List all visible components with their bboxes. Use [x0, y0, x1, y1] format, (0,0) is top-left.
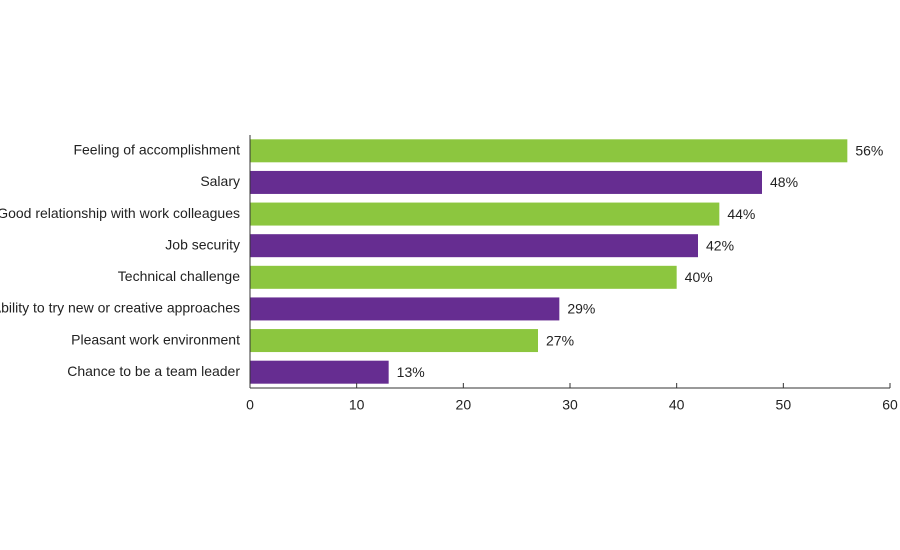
bar	[250, 234, 698, 258]
value-label: 42%	[706, 237, 734, 253]
y-tick-label: Pleasant work environment	[71, 331, 240, 347]
x-tick-label: 60	[882, 397, 898, 413]
x-tick-label: 40	[669, 397, 685, 413]
value-label: 44%	[727, 206, 755, 222]
x-tick-label: 20	[456, 397, 472, 413]
value-label: 13%	[397, 364, 425, 380]
y-tick-label: Good relationship with work colleagues	[0, 205, 240, 221]
bar	[250, 297, 560, 321]
bar	[250, 265, 677, 289]
y-tick-label: Ability to try new or creative approache…	[0, 300, 240, 316]
value-label: 56%	[855, 143, 883, 159]
bar	[250, 360, 389, 384]
y-tick-label: Salary	[200, 173, 240, 189]
x-tick-label: 50	[776, 397, 792, 413]
bar	[250, 202, 720, 226]
value-label: 48%	[770, 174, 798, 190]
x-tick-label: 30	[562, 397, 578, 413]
value-label: 40%	[685, 269, 713, 285]
bar	[250, 329, 538, 353]
x-tick-label: 0	[246, 397, 254, 413]
bar	[250, 139, 848, 163]
value-label: 29%	[567, 301, 595, 317]
y-tick-label: Feeling of accomplishment	[73, 142, 240, 158]
y-tick-label: Job security	[165, 236, 240, 252]
x-tick-label: 10	[349, 397, 365, 413]
y-tick-label: Technical challenge	[118, 268, 240, 284]
value-label: 27%	[546, 332, 574, 348]
y-tick-label: Chance to be a team leader	[67, 363, 240, 379]
bar	[250, 170, 762, 194]
